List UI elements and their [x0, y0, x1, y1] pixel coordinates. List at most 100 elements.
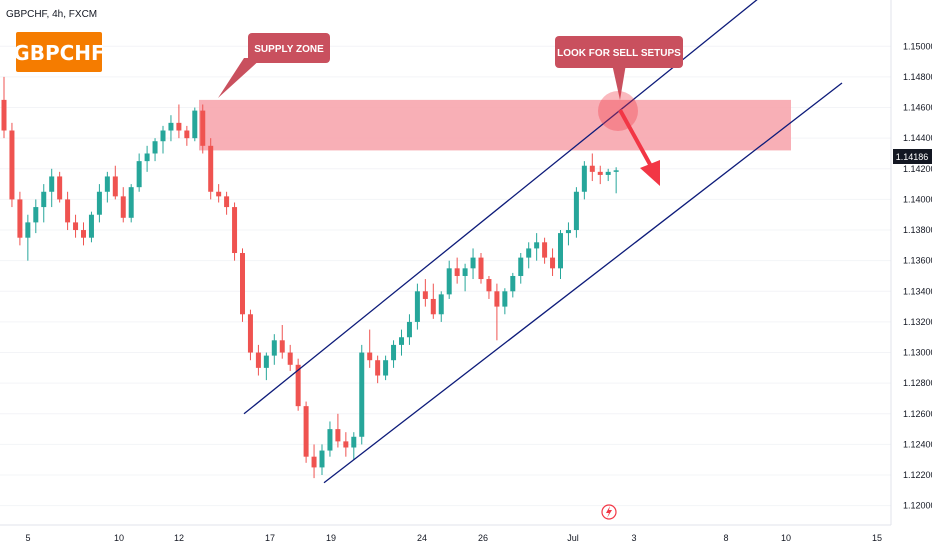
- candle-body: [343, 441, 349, 448]
- candle-body: [192, 110, 198, 139]
- candle-body: [367, 352, 373, 361]
- current-price-value: 1.14186: [896, 152, 929, 162]
- candle-body: [565, 230, 571, 234]
- candle-body: [462, 268, 468, 276]
- candle-body: [128, 187, 134, 218]
- candle-body: [144, 153, 150, 162]
- candle-body: [112, 176, 118, 197]
- candle-body: [319, 450, 325, 468]
- candle-body: [17, 199, 23, 238]
- current-price-bg: [893, 149, 932, 164]
- candle-body: [422, 291, 428, 299]
- candle-body: [57, 176, 63, 200]
- candle-body: [168, 122, 174, 131]
- sell-setups-label: LOOK FOR SELL SETUPS: [557, 48, 681, 59]
- price-tick-label: 1.13000: [903, 348, 932, 358]
- sell-setups-callout[interactable]: LOOK FOR SELL SETUPS: [555, 36, 683, 100]
- candle-body: [9, 130, 15, 200]
- candle-body: [240, 253, 245, 315]
- price-tick-label: 1.14600: [903, 103, 932, 113]
- candle-body: [375, 360, 381, 376]
- candle-body: [208, 145, 214, 192]
- candle-body: [255, 352, 261, 368]
- candle-body: [558, 233, 563, 269]
- price-tick-label: 1.13800: [903, 225, 932, 235]
- candle-body: [160, 130, 166, 142]
- candle-body: [605, 171, 611, 175]
- candle-body: [176, 122, 182, 131]
- candle-body: [287, 352, 293, 365]
- candle-body: [502, 291, 508, 307]
- price-tick-label: 1.12600: [903, 409, 932, 419]
- candle-body: [200, 110, 206, 146]
- candle-body: [136, 161, 142, 188]
- time-tick-label: 10: [114, 533, 124, 543]
- candle-body: [271, 340, 277, 356]
- current-price-badge: 1.14186: [893, 149, 932, 164]
- supply-zone-callout-box: [248, 33, 330, 63]
- candle-body: [73, 222, 79, 231]
- candle-body: [399, 337, 404, 345]
- candle-body: [279, 340, 285, 353]
- candle-body: [152, 141, 158, 154]
- candle-body: [486, 279, 492, 292]
- channel-lower-line[interactable]: [323, 82, 843, 484]
- candle-body: [224, 196, 230, 208]
- rejection-highlight-circle: [598, 91, 638, 131]
- candle-body: [430, 298, 436, 315]
- time-tick-label: 24: [417, 533, 427, 543]
- time-tick-label: Jul: [567, 533, 579, 543]
- candle-body: [581, 165, 587, 192]
- symbol-badge-bg: [16, 32, 102, 72]
- price-tick-label: 1.12000: [903, 501, 932, 511]
- sell-arrow: [618, 109, 660, 186]
- price-tick-label: 1.14400: [903, 133, 932, 143]
- supply-zone-callout[interactable]: SUPPLY ZONE: [218, 33, 330, 98]
- candle-body: [589, 165, 595, 172]
- time-tick-label: 8: [723, 533, 728, 543]
- candle-body: [41, 191, 47, 208]
- candle-body: [446, 268, 452, 295]
- ticker-info: GBPCHF, 4h, FXCM: [6, 9, 97, 20]
- candle-body: [391, 344, 397, 361]
- sell-arrow-shaft: [618, 109, 654, 169]
- candle-body: [49, 176, 55, 192]
- candle-body: [295, 364, 301, 407]
- lightning-icon[interactable]: [601, 504, 617, 520]
- candle-body: [351, 436, 357, 448]
- candle-body: [454, 268, 460, 276]
- price-tick-label: 1.14000: [903, 194, 932, 204]
- time-tick-label: 26: [478, 533, 488, 543]
- candle-body: [406, 321, 412, 338]
- price-tick-label: 1.13400: [903, 286, 932, 296]
- candle-body: [33, 207, 39, 223]
- price-tick-label: 1.12400: [903, 439, 932, 449]
- candle-body: [88, 214, 94, 238]
- candle-body: [81, 230, 86, 238]
- candle-body: [263, 355, 269, 368]
- price-tick-label: 1.12200: [903, 470, 932, 480]
- candle-body: [120, 196, 126, 218]
- candle-body: [25, 222, 31, 238]
- candle-body: [526, 248, 532, 258]
- candle-body: [542, 242, 548, 258]
- candle-body: [510, 275, 516, 292]
- time-tick-label: 10: [781, 533, 791, 543]
- candle-body: [303, 406, 309, 457]
- candle-body: [597, 171, 603, 175]
- time-axis[interactable]: 5 10 12 17 19 24 26 Jul 3 8 10 15: [25, 533, 882, 543]
- price-axis[interactable]: 1.15000 1.14800 1.14600 1.14400 1.14200 1.140…: [903, 41, 932, 510]
- price-tick-label: 1.13200: [903, 317, 932, 327]
- grid: [0, 45, 891, 507]
- price-tick-label: 1.12800: [903, 378, 932, 388]
- candle-body: [216, 191, 222, 197]
- candle-body: [96, 191, 102, 215]
- price-tick-label: 1.15000: [903, 41, 932, 51]
- candle-body: [1, 99, 7, 131]
- time-tick-label: 12: [174, 533, 184, 543]
- sell-setups-callout-box: [555, 36, 683, 68]
- symbol-badge: GBPCHF: [13, 32, 105, 72]
- supply-zone-callout-tail: [218, 58, 262, 98]
